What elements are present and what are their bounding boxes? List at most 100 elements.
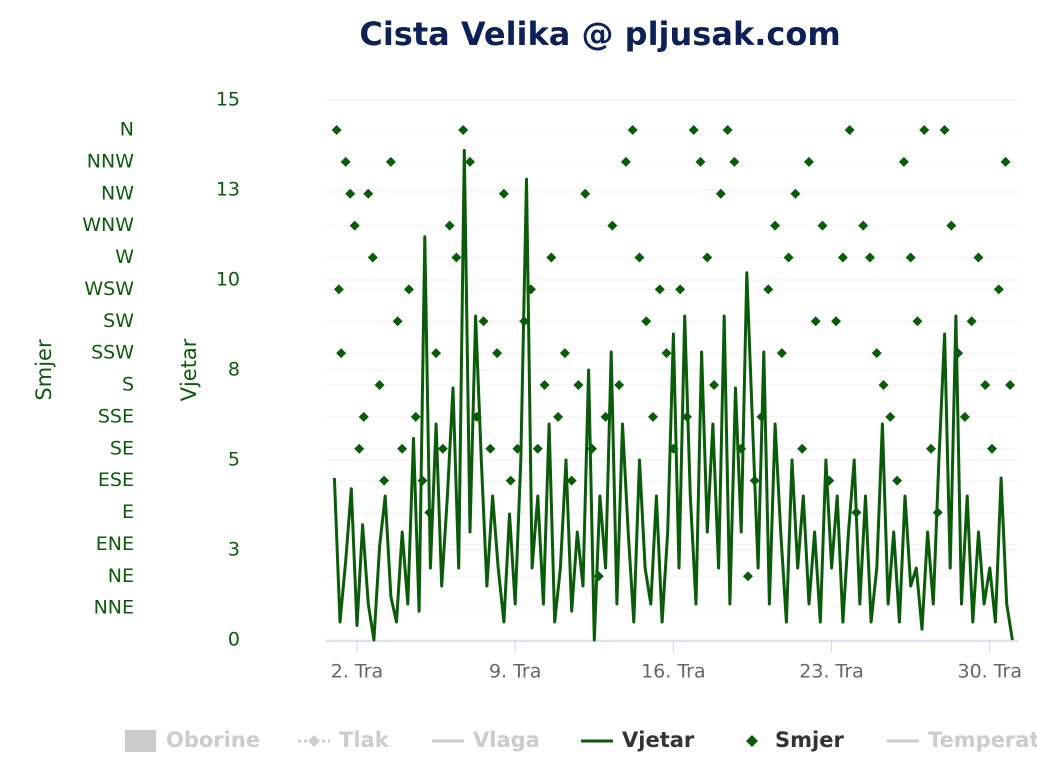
legend-label: Tlak <box>339 728 390 752</box>
direction-point <box>374 380 385 391</box>
direction-point <box>586 443 597 454</box>
y2-tick-label: SSW <box>91 342 134 364</box>
direction-point <box>885 411 896 422</box>
direction-point <box>363 188 374 199</box>
direction-point <box>898 156 909 167</box>
legend-symbol <box>125 730 156 752</box>
y2-tick-label: ENE <box>96 533 134 555</box>
direction-point <box>817 220 828 231</box>
direction-point <box>756 411 767 422</box>
legend-symbol <box>746 735 758 747</box>
direction-point <box>905 252 916 263</box>
direction-point <box>349 220 360 231</box>
y-tick-label: 8 <box>228 359 240 381</box>
direction-point <box>993 284 1004 295</box>
direction-point <box>654 284 665 295</box>
direction-point <box>358 411 369 422</box>
direction-point <box>397 443 408 454</box>
y2-tick-label: WSW <box>84 278 134 300</box>
x-tick-label: 23. Tra <box>799 661 864 683</box>
direction-point <box>742 571 753 582</box>
y-tick-label: 3 <box>228 539 240 561</box>
direction-point <box>729 156 740 167</box>
direction-point <box>614 380 625 391</box>
y-tick-label: 10 <box>216 269 240 291</box>
x-tick-label: 9. Tra <box>489 661 541 683</box>
direction-point <box>973 252 984 263</box>
x-tick-label: 30. Tra <box>957 661 1022 683</box>
direction-point <box>620 156 631 167</box>
y-tick-label: 0 <box>228 629 240 651</box>
direction-point <box>532 443 543 454</box>
y2-tick-label: SE <box>110 437 134 459</box>
direction-point <box>437 443 448 454</box>
direction-point <box>546 252 557 263</box>
direction-point <box>946 220 957 231</box>
direction-point <box>580 188 591 199</box>
direction-point <box>959 411 970 422</box>
direction-point <box>932 507 943 518</box>
direction-point <box>464 156 475 167</box>
direction-point <box>824 475 835 486</box>
direction-point <box>715 188 726 199</box>
direction-point <box>410 411 421 422</box>
y2-tick-label: WNW <box>82 214 134 236</box>
direction-point <box>681 411 692 422</box>
direction-point <box>607 220 618 231</box>
direction-point <box>810 316 821 327</box>
direction-point <box>573 380 584 391</box>
direction-point <box>336 348 347 359</box>
direction-point <box>837 252 848 263</box>
direction-point <box>980 380 991 391</box>
y2-tick-label: NW <box>101 182 134 204</box>
direction-point <box>525 284 536 295</box>
direction-point <box>367 252 378 263</box>
direction-point <box>641 316 652 327</box>
x-tick-label: 16. Tra <box>641 661 706 683</box>
direction-point <box>858 220 869 231</box>
legend-label: Smjer <box>775 728 844 752</box>
direction-point <box>675 284 686 295</box>
direction-point <box>403 284 414 295</box>
direction-point <box>345 188 356 199</box>
direction-point <box>634 252 645 263</box>
direction-point <box>953 348 964 359</box>
direction-point <box>492 348 503 359</box>
direction-point <box>797 443 808 454</box>
direction-point <box>803 156 814 167</box>
direction-point <box>831 316 842 327</box>
legend-label: Temperat <box>928 728 1037 752</box>
direction-point <box>648 411 659 422</box>
direction-point <box>790 188 801 199</box>
direction-point <box>749 475 760 486</box>
direction-point <box>431 348 442 359</box>
legend-label: Vjetar <box>622 728 695 752</box>
direction-point <box>593 571 604 582</box>
direction-point <box>912 316 923 327</box>
direction-point <box>919 125 930 136</box>
direction-point <box>763 284 774 295</box>
direction-point <box>379 475 390 486</box>
direction-point <box>878 380 889 391</box>
direction-point <box>451 252 462 263</box>
direction-point <box>783 252 794 263</box>
y2-tick-label: SW <box>103 310 134 332</box>
direction-point <box>600 411 611 422</box>
direction-point <box>688 125 699 136</box>
y2-tick-label: ESE <box>98 469 134 491</box>
legend-symbol <box>308 735 320 747</box>
direction-point <box>702 252 713 263</box>
direction-point <box>331 125 342 136</box>
y-tick-label: 15 <box>216 89 240 111</box>
direction-point <box>485 443 496 454</box>
y2-tick-label: SSE <box>98 405 134 427</box>
direction-point <box>553 411 564 422</box>
direction-point <box>478 316 489 327</box>
direction-point <box>925 443 936 454</box>
direction-point <box>844 125 855 136</box>
y2-tick-label: S <box>122 374 134 396</box>
direction-point <box>939 125 950 136</box>
direction-point <box>559 348 570 359</box>
y-axis-label: Vjetar <box>177 338 201 401</box>
